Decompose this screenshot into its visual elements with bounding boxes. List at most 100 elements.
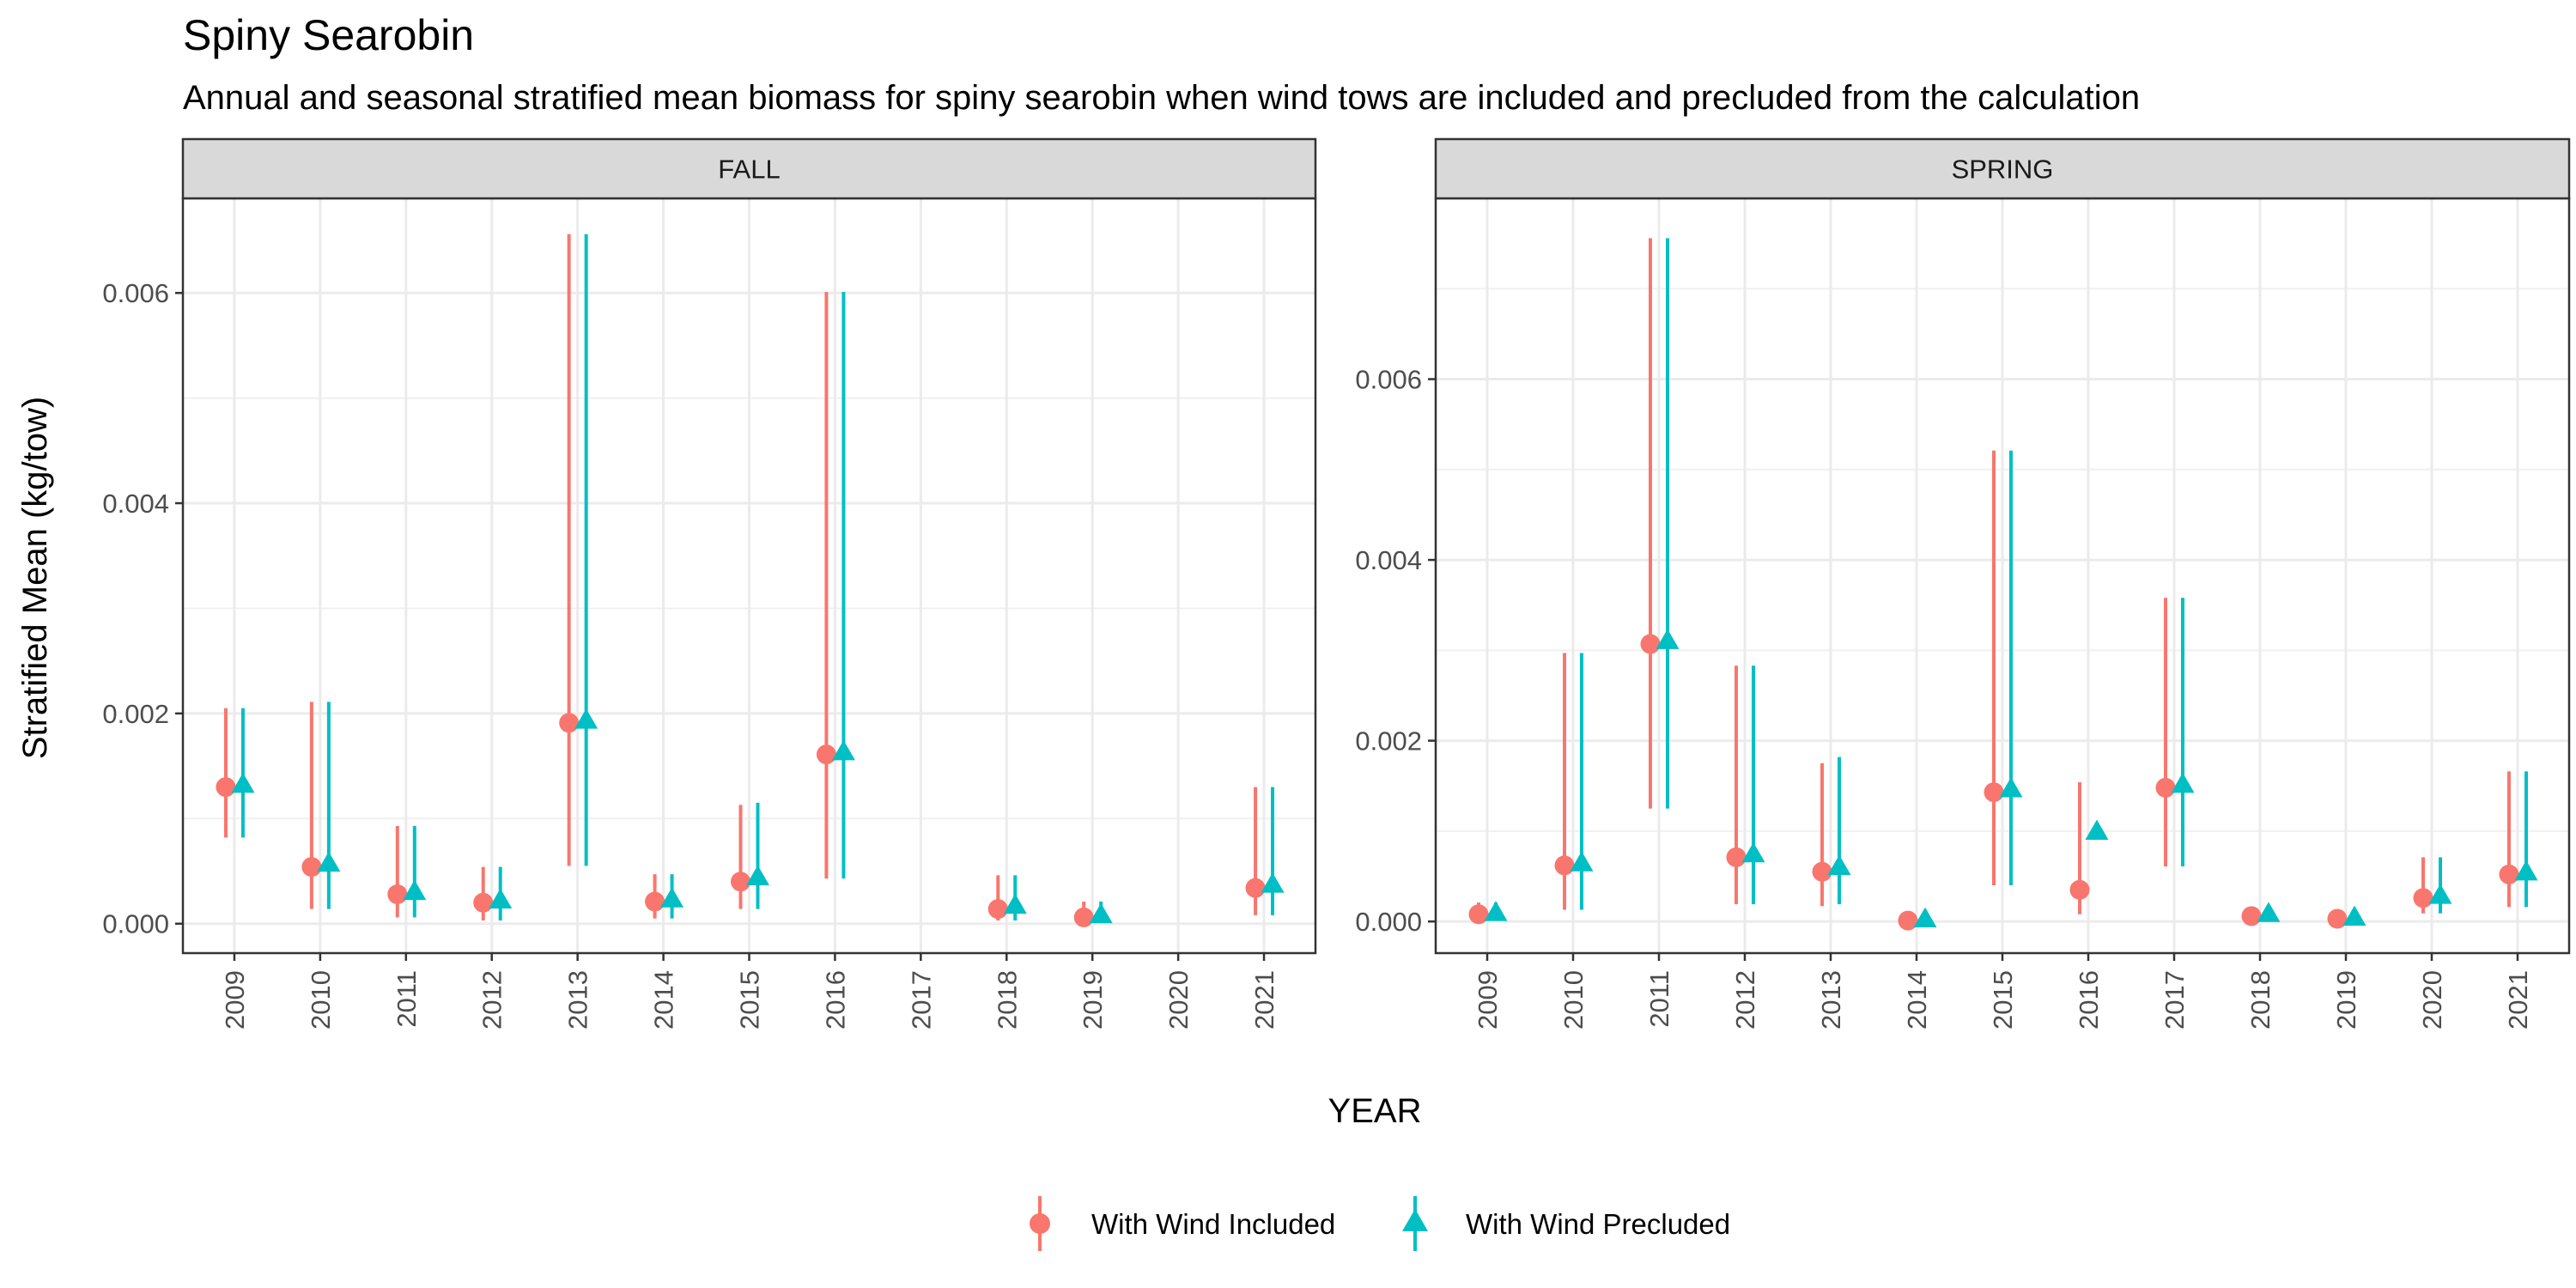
data-point <box>1984 782 2004 803</box>
data-point <box>2413 888 2433 908</box>
data-point <box>1261 872 1285 893</box>
panels: FALL 0.000 0.002 0.004 0.006 2009 2010 2011 2012… <box>102 137 2571 1030</box>
legend-label: With Wind Precluded <box>1466 1208 1730 1240</box>
data-point <box>1827 854 1851 875</box>
x-tick-label: 2010 <box>1558 970 1589 1030</box>
data-point <box>317 851 341 872</box>
x-tick-label: 2018 <box>992 970 1022 1030</box>
x-tick-label: 2016 <box>820 970 850 1030</box>
data-point <box>1898 910 1918 931</box>
data-point <box>2327 908 2348 929</box>
data-point <box>1741 841 1765 863</box>
data-point <box>1554 855 1575 876</box>
x-axis-title: YEAR <box>1328 1092 1422 1130</box>
y-axis-title: Stratified Mean (kg/tow) <box>16 397 54 759</box>
chart-title: Spiny Searobin <box>183 11 474 59</box>
x-tick-label: 2010 <box>306 970 336 1030</box>
data-point <box>2155 777 2176 798</box>
series-wind-included <box>1468 238 2519 931</box>
y-tick-label: 0.002 <box>1355 726 1422 756</box>
x-tick-label: 2012 <box>477 970 507 1030</box>
series-wind-precluded <box>1484 238 2538 928</box>
data-point <box>2257 902 2281 922</box>
panel-fall: FALL 0.000 0.002 0.004 0.006 2009 2010 2011 2012… <box>102 137 1317 1030</box>
data-point <box>1245 878 1266 898</box>
y-tick-label: 0.006 <box>102 278 169 308</box>
data-point <box>1726 847 1747 867</box>
x-tick-label: 2011 <box>1644 970 1674 1028</box>
x-tick-label: 2015 <box>1988 970 2018 1030</box>
data-point <box>1089 902 1113 924</box>
legend-item-wind-included: With Wind Included <box>1030 1196 1335 1251</box>
data-point <box>816 744 836 765</box>
x-tick-label: 2020 <box>1163 970 1194 1030</box>
legend-key-marker <box>1402 1208 1428 1231</box>
series-wind-included <box>216 234 1266 927</box>
data-point <box>1999 777 2023 798</box>
data-point <box>301 857 322 878</box>
data-point <box>746 865 769 886</box>
legend-label: With Wind Included <box>1091 1208 1335 1240</box>
facet-strip <box>1434 137 2571 200</box>
y-tick-label: 0.006 <box>1355 365 1422 395</box>
x-tick-label: 2013 <box>563 970 593 1030</box>
data-point <box>1073 907 1094 927</box>
data-point <box>731 872 750 892</box>
data-point <box>831 739 855 761</box>
data-point <box>1003 893 1027 914</box>
x-tick-label: 2014 <box>649 970 679 1030</box>
data-point <box>231 772 255 793</box>
legend-item-wind-precluded: With Wind Precluded <box>1402 1196 1730 1251</box>
series-wind-precluded <box>231 234 1285 924</box>
x-tick-label: 2012 <box>1730 970 1760 1030</box>
data-point <box>2514 860 2538 881</box>
facet-label: SPRING <box>1952 155 2054 185</box>
data-point <box>660 887 684 908</box>
y-tick-label: 0.000 <box>102 909 169 939</box>
x-tick-label: 2017 <box>906 970 936 1030</box>
data-point <box>473 892 494 913</box>
data-point <box>1640 634 1661 654</box>
data-point <box>387 884 408 904</box>
data-point <box>216 777 236 798</box>
x-tick-label: 2021 <box>1249 970 1279 1030</box>
x-tick-label: 2013 <box>1816 970 1846 1030</box>
x-tick-label: 2020 <box>2417 970 2447 1030</box>
y-tick-label: 0.000 <box>1355 907 1422 937</box>
x-tick-label: 2015 <box>735 970 765 1030</box>
x-tick-label: 2014 <box>1902 970 1932 1030</box>
x-tick-label: 2021 <box>2503 970 2533 1030</box>
x-tick-label: 2018 <box>2245 970 2275 1030</box>
data-point <box>2171 772 2195 793</box>
data-point <box>2342 905 2366 926</box>
data-point <box>574 708 598 729</box>
x-tick-label: 2016 <box>2074 970 2104 1030</box>
data-point <box>1812 861 1832 882</box>
x-tick-label: 2011 <box>392 970 422 1028</box>
legend: With Wind Included With Wind Precluded <box>1030 1196 1730 1251</box>
data-point <box>1484 901 1508 921</box>
x-tick-label: 2009 <box>1473 970 1503 1030</box>
data-point <box>1570 851 1594 872</box>
data-point <box>645 891 665 912</box>
x-tick-label: 2019 <box>2331 970 2361 1030</box>
y-tick-label: 0.002 <box>102 699 169 729</box>
data-point <box>2241 906 2262 927</box>
data-point <box>1468 904 1489 925</box>
legend-key-marker <box>1030 1213 1050 1234</box>
data-point <box>489 888 513 908</box>
data-point <box>559 713 580 733</box>
x-tick-label: 2009 <box>220 970 250 1030</box>
x-tick-label: 2017 <box>2160 970 2190 1030</box>
data-point <box>2069 879 2090 900</box>
facet-label: FALL <box>718 155 780 185</box>
data-point <box>2428 884 2452 904</box>
y-tick-label: 0.004 <box>1355 545 1422 575</box>
panel-spring: SPRING 0.000 0.002 0.004 0.006 2009 2010 2011 20… <box>1355 137 2571 1030</box>
data-point <box>2085 819 2109 840</box>
chart-subtitle: Annual and seasonal stratified mean biom… <box>183 79 2140 117</box>
x-tick-label: 2019 <box>1078 970 1108 1030</box>
y-tick-label: 0.004 <box>102 489 169 519</box>
data-point <box>403 879 427 901</box>
